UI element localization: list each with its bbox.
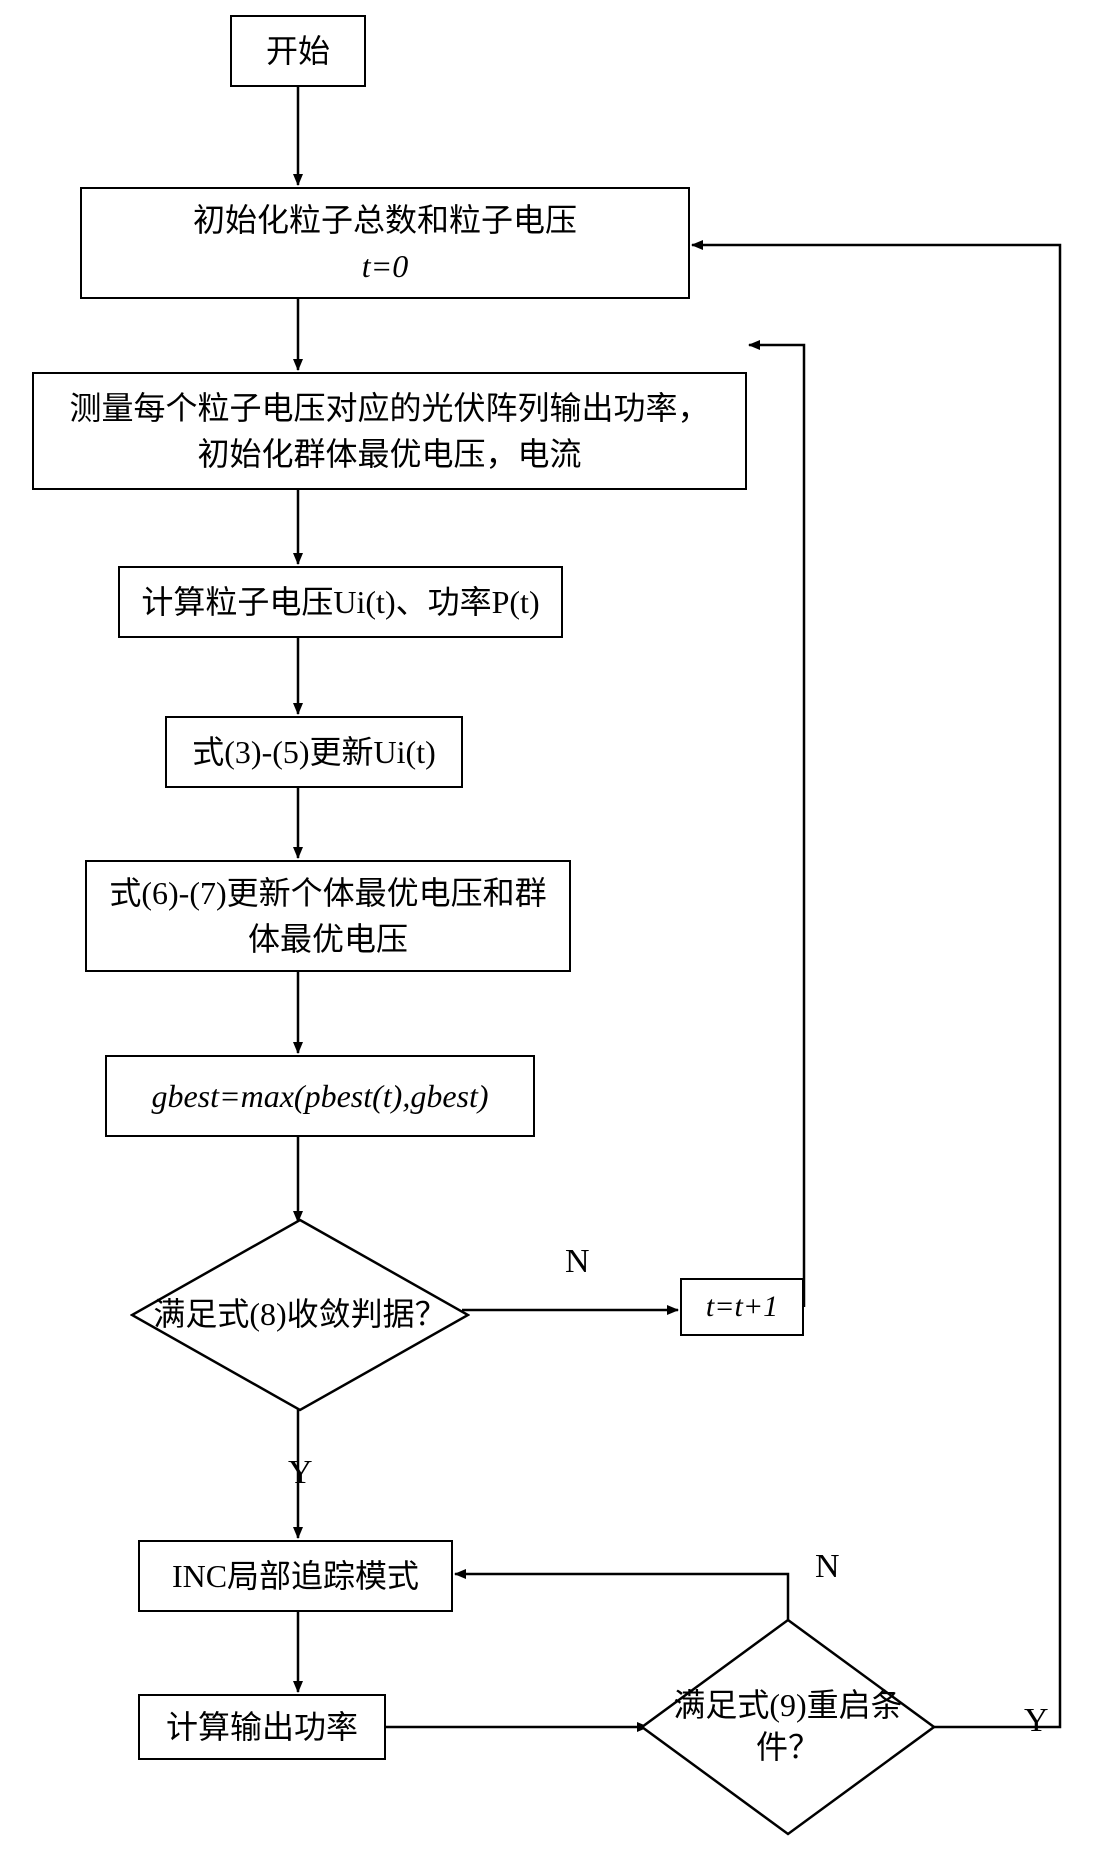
node-measure-label: 测量每个粒子电压对应的光伏阵列输出功率， — [69, 385, 709, 431]
node-outpow-label: 计算输出功率 — [166, 1704, 358, 1750]
label-y2: Y — [1024, 1702, 1049, 1740]
node-update-u: 式(3)-(5)更新Ui(t) — [165, 716, 463, 788]
node-init-sub: t=0 — [193, 243, 577, 289]
node-inc-label: INC局部追踪模式 — [172, 1553, 419, 1599]
node-gbest: gbest=max(pbest(t),gbest) — [105, 1055, 535, 1137]
node-calc-label: 计算粒子电压Ui(t)、功率P(t) — [141, 579, 539, 625]
node-tinc: t=t+1 — [680, 1278, 804, 1336]
node-update-u-label: 式(3)-(5)更新Ui(t) — [192, 729, 436, 775]
node-tinc-label: t=t+1 — [706, 1285, 778, 1329]
label-n1: N — [565, 1243, 590, 1281]
node-gbest-label: gbest=max(pbest(t),gbest) — [151, 1073, 488, 1119]
label-n2: N — [815, 1548, 840, 1586]
node-conv-label: 满足式(8)收敛判据？ — [130, 1218, 470, 1412]
node-init: 初始化粒子总数和粒子电压 t=0 — [80, 187, 690, 299]
node-outpow: 计算输出功率 — [138, 1694, 386, 1760]
node-restart-label: 满足式(9)重启条 — [673, 1685, 902, 1727]
node-calc: 计算粒子电压Ui(t)、功率P(t) — [118, 566, 563, 638]
node-restart: 满足式(9)重启条 件？ — [640, 1618, 936, 1836]
node-conv: 满足式(8)收敛判据？ — [130, 1218, 470, 1412]
node-measure-sub: 初始化群体最优电压，电流 — [69, 431, 709, 477]
node-init-label: 初始化粒子总数和粒子电压 — [193, 197, 577, 243]
node-update-best-label: 式(6)-(7)更新个体最优电压和群 — [109, 870, 546, 916]
node-restart-sub: 件？ — [756, 1727, 820, 1769]
node-measure: 测量每个粒子电压对应的光伏阵列输出功率， 初始化群体最优电压，电流 — [32, 372, 747, 490]
node-start: 开始 — [230, 15, 366, 87]
label-y1: Y — [288, 1454, 313, 1492]
node-inc: INC局部追踪模式 — [138, 1540, 453, 1612]
node-update-best: 式(6)-(7)更新个体最优电压和群 体最优电压 — [85, 860, 571, 972]
node-start-label: 开始 — [266, 28, 330, 74]
node-update-best-sub: 体最优电压 — [109, 916, 546, 962]
